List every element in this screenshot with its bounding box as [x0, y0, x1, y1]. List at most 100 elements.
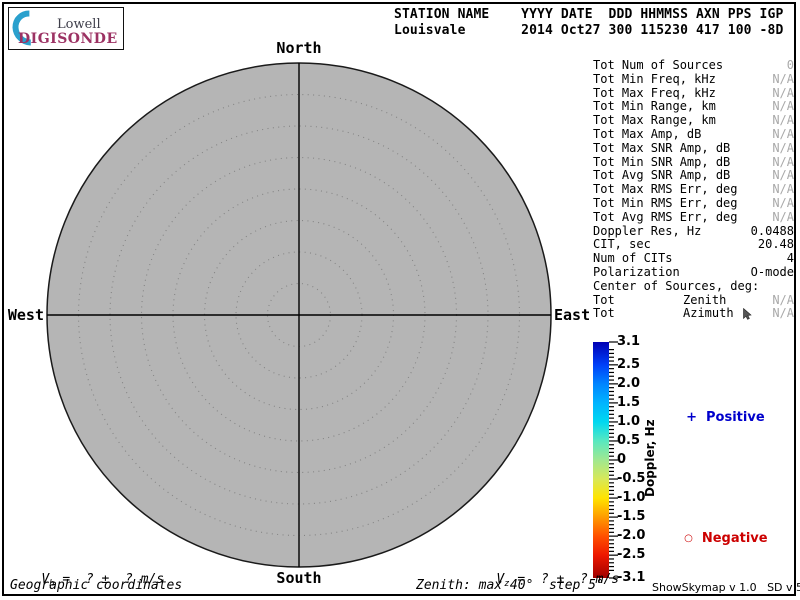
colorbar-tick-label: -1.5 [617, 509, 646, 525]
stat-row: Tot Max RMS Err, deg N/A [593, 182, 794, 197]
stat-label: Tot Min Freq, kHz [593, 71, 716, 86]
stat-row: Tot Max Range, km N/A [593, 113, 794, 128]
legend-negative-label: Negative [701, 531, 768, 546]
stat-label: Tot Max Freq, kHz [593, 85, 716, 100]
stat-value: N/A [772, 140, 794, 155]
colorbar-tick-label: 0 [617, 452, 627, 467]
version-text: ShowSkymap v 1.0 SD v 5.1 [652, 581, 800, 594]
stat-row: Tot Azimuth N/A [593, 307, 794, 321]
stat-label: Tot Avg SNR Amp, dB [593, 168, 731, 183]
stat-row: Tot Zenith N/A [593, 292, 794, 308]
stat-label: Polarization [593, 264, 680, 279]
label-north: North [276, 39, 322, 57]
stat-row: Tot Min RMS Err, deg N/A [593, 195, 794, 211]
stat-value: N/A [772, 168, 794, 183]
stat-label: Tot Num of Sources [593, 58, 724, 72]
legend-negative: ○ Negative [666, 516, 768, 561]
doppler-colorbar [593, 342, 609, 578]
colorbar-tick-label: -2.0 [617, 528, 646, 544]
stat-value: N/A [772, 154, 794, 169]
vh-subscript: h [49, 579, 55, 589]
colorbar-tick-label: 1.5 [617, 394, 641, 410]
stat-label: Tot Min SNR Amp, dB [593, 154, 731, 169]
stat-label: Tot Max RMS Err, deg [593, 182, 738, 197]
stat-label: Tot Max Amp, dB [593, 126, 702, 141]
header-columns-row: STATION NAME YYYY DATE DDD HHMMSS AXN PP… [394, 7, 784, 22]
stat-label: Tot Max SNR Amp, dB [593, 140, 731, 155]
vz-value: = ? ± ? m/s [509, 572, 620, 587]
legend-positive-label: Positive [706, 410, 765, 425]
stat-row: Tot Avg RMS Err, deg N/A [593, 209, 794, 225]
colorbar-tick-label: -1.0 [617, 490, 646, 506]
stat-value: N/A [772, 306, 794, 321]
stat-value: N/A [772, 99, 794, 114]
stat-row: Tot Avg SNR Amp, dB N/A [593, 169, 794, 183]
zenith-scale-note: Zenith: max 40° step 5° [416, 578, 604, 593]
stat-row: Polarization O-mode [593, 264, 794, 280]
stat-row: Tot Max Amp, dB N/A [593, 126, 794, 142]
colorbar-tick-label: 3.1 [617, 334, 641, 349]
colorbar-tick-label: -2.5 [617, 547, 646, 563]
stat-label: Tot Avg RMS Err, deg [593, 209, 738, 224]
stats-panel: Tot Num of Sources 0 Tot Min Freq, kHz N/A T… [593, 58, 794, 321]
stat-row: Center of Sources, deg: [593, 278, 794, 294]
stat-label: Center of Sources, deg: [593, 278, 760, 293]
stat-label: CIT, sec [593, 237, 651, 252]
horizontal-velocity-readout: Vh = ? ± ? m/s [10, 557, 164, 600]
stat-label: Num of CITs [593, 251, 673, 266]
stat-value: 4 [786, 251, 794, 266]
stat-value: N/A [772, 113, 794, 128]
logo-digisonde-text: DIGISONDE [18, 31, 118, 47]
stat-value: N/A [772, 292, 794, 307]
colorbar-tick-label: 1.0 [617, 413, 641, 429]
digisonde-logo: Lowell DIGISONDE [5, 3, 124, 53]
stat-row: CIT, sec 20.48 [593, 238, 794, 252]
colorbar-tick-label: 2.5 [617, 356, 641, 372]
vertical-velocity-readout: Vz = ? ± ? m/s [465, 557, 619, 600]
stat-sublabel: Azimuth [683, 306, 734, 321]
stat-value: 0 [786, 58, 794, 72]
vh-symbol: V [41, 572, 50, 587]
stat-label: Tot [593, 306, 615, 321]
label-south: South [276, 569, 322, 587]
stat-row: Tot Min SNR Amp, dB N/A [593, 154, 794, 170]
vz-subscript: z [504, 579, 510, 589]
header-values-row: Louisvale 2014 Oct27 300 115230 417 100 … [394, 23, 784, 38]
stat-row: Tot Num of Sources 0 [593, 58, 794, 73]
stat-row: Num of CITs 4 [593, 251, 794, 266]
colorbar-ticks [609, 341, 618, 579]
coordinates-note: Geographic coordinates [10, 578, 183, 593]
stat-label: Tot [593, 292, 615, 307]
vh-value: = ? ± ? m/s [54, 572, 165, 587]
stat-value: N/A [772, 85, 794, 100]
logo-lowell-text: Lowell [57, 17, 101, 32]
stat-value: 0.0488 [750, 223, 794, 238]
colorbar-tick-label: 2.0 [617, 375, 641, 391]
stat-value: 20.48 [757, 237, 794, 252]
colorbar-tick-label: -0.5 [617, 471, 646, 487]
stat-row: Tot Max Freq, kHz N/A [593, 85, 794, 101]
stat-label: Tot Min RMS Err, deg [593, 195, 738, 210]
stat-row: Doppler Res, Hz 0.0488 [593, 223, 794, 239]
label-west: West [7, 306, 44, 324]
circle-marker-icon: ○ [684, 533, 693, 544]
stat-label: Doppler Res, Hz [593, 223, 702, 238]
stat-label: Tot Max Range, km [593, 113, 716, 128]
label-east: East [554, 306, 591, 324]
vz-symbol: V [496, 572, 505, 587]
colorbar-tick-label: 0.5 [617, 432, 641, 448]
plus-marker-icon: + [686, 410, 698, 425]
colorbar-title: Doppler, Hz [643, 419, 657, 497]
stat-value: N/A [772, 195, 794, 210]
mouse-cursor-icon [743, 308, 752, 324]
stat-value: N/A [772, 209, 794, 224]
stat-row: Tot Max SNR Amp, dB N/A [593, 140, 794, 156]
legend-positive: + Positive [668, 395, 765, 440]
colorbar-tick-label: -3.1 [617, 570, 646, 585]
stat-value: N/A [772, 182, 794, 197]
stat-label: Tot Min Range, km [593, 99, 716, 114]
stat-value: N/A [772, 71, 794, 86]
stat-sublabel: Zenith [683, 292, 727, 307]
